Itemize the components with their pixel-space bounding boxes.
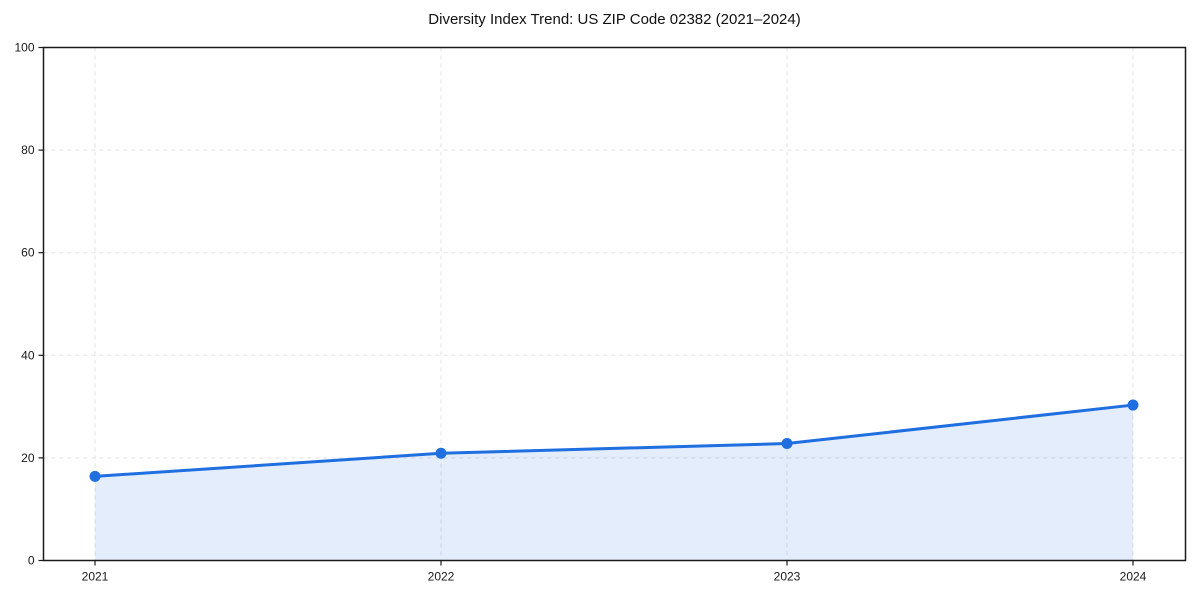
x-tick-label: 2024 — [1120, 570, 1147, 584]
y-tick-label: 20 — [21, 451, 35, 465]
y-tick-label: 60 — [21, 246, 35, 260]
x-tick-label: 2023 — [774, 570, 801, 584]
x-tick-label: 2021 — [82, 570, 109, 584]
x-tick-label: 2022 — [428, 570, 455, 584]
data-point-2022 — [435, 447, 447, 459]
data-line — [93, 403, 1135, 478]
y-tick-label: 40 — [21, 348, 35, 362]
y-tick-label: 0 — [28, 554, 35, 568]
chart-title: Diversity Index Trend: US ZIP Code 02382… — [428, 11, 801, 28]
plot-frame — [42, 46, 1187, 562]
data-point-2024 — [1127, 399, 1139, 411]
y-tick-label: 100 — [14, 41, 34, 55]
data-point-2023 — [781, 438, 793, 450]
y-tick-label: 80 — [21, 143, 35, 157]
data-point-2021 — [89, 470, 101, 482]
area-fill — [95, 405, 1133, 561]
